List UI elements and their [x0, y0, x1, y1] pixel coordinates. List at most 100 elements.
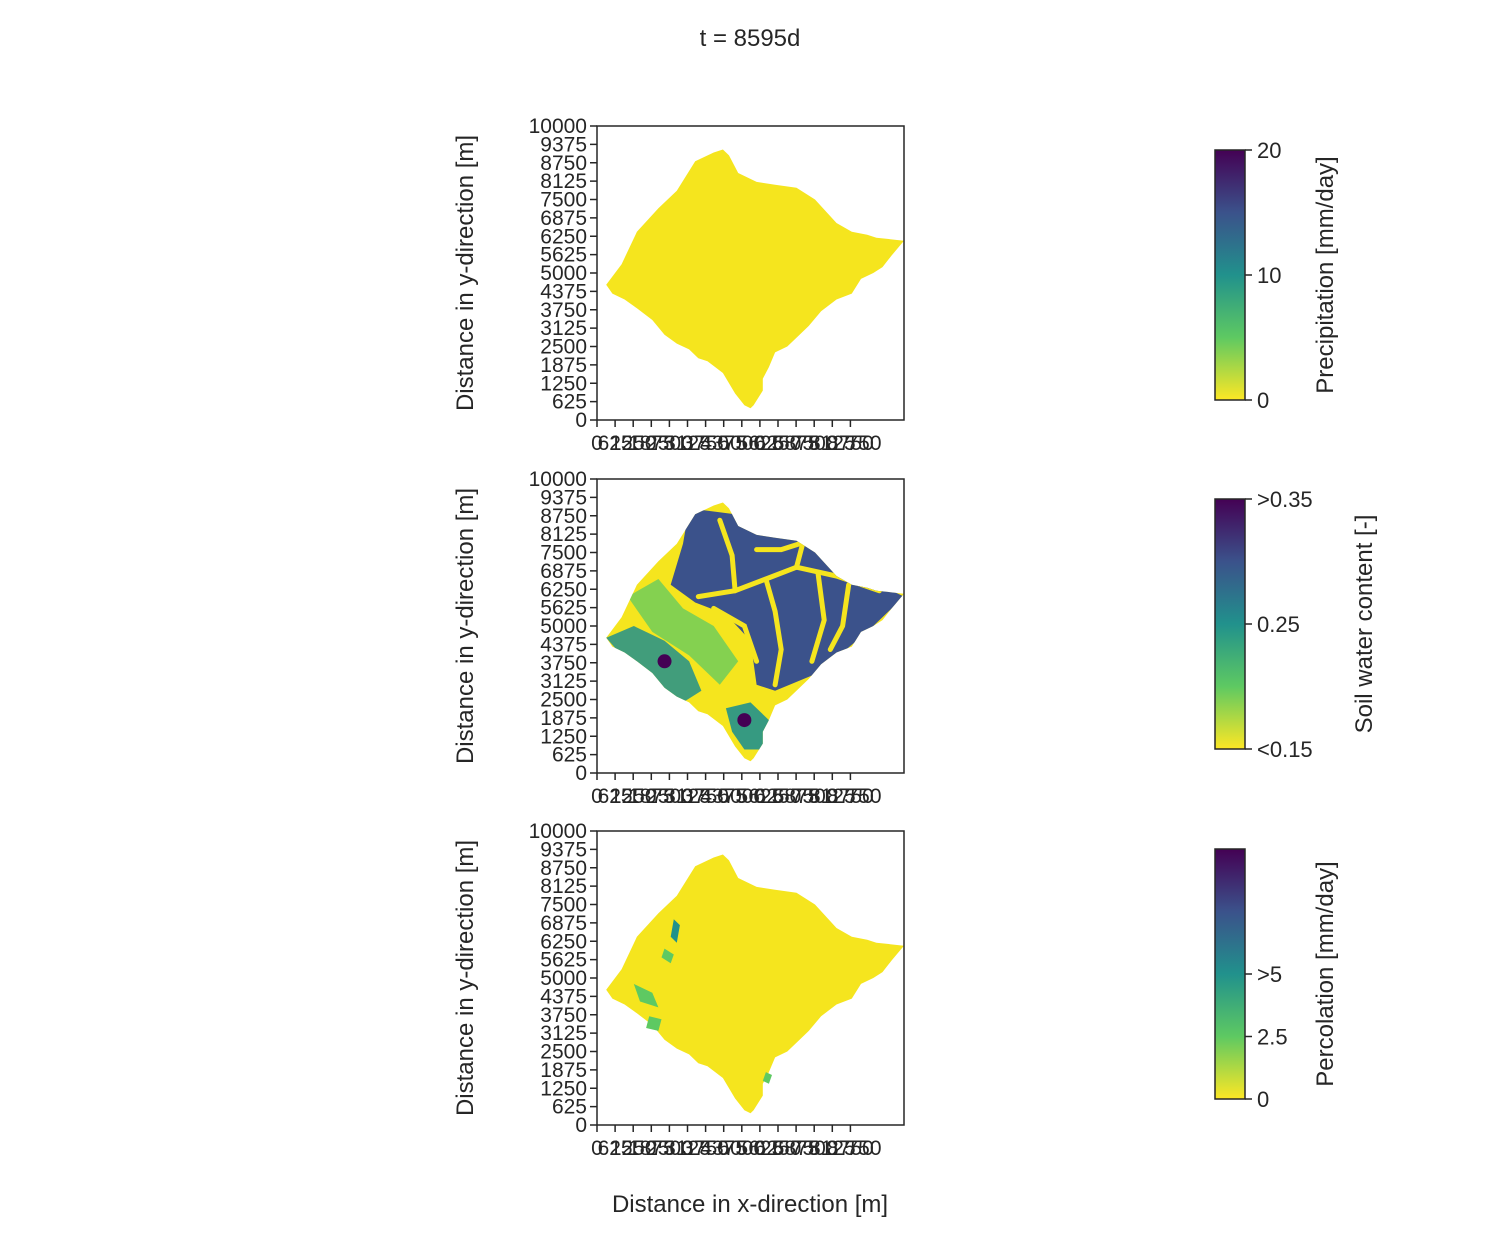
y-tick-label: 1875 — [540, 707, 587, 730]
x-tick-label: 5625 — [737, 1137, 784, 1160]
x-tick-label: 5000 — [718, 1137, 765, 1160]
y-tick-label: 5625 — [540, 597, 587, 620]
x-tick-label: 750 — [846, 432, 881, 455]
y-tick-label: 3125 — [540, 670, 587, 693]
colorbar-tick-label: 2.5 — [1257, 1025, 1288, 1050]
x-tick-label: 2500 — [646, 432, 693, 455]
percolation-patch-2 — [646, 1016, 662, 1031]
catchment-field-percolation — [606, 854, 904, 1114]
colorbar-label: Precipitation [mm/day] — [1312, 156, 1339, 393]
panels: Distance in y-direction [m]0625125018752… — [452, 115, 905, 1160]
colorbar-percolation: >5 2.5 0 Percolation [mm/day] — [1214, 848, 1339, 1112]
x-tick-label: 4375 — [700, 432, 747, 455]
wet-spot-0 — [657, 654, 672, 669]
x-tick-label: 750 — [846, 785, 881, 808]
y-axis-label: Distance in y-direction [m] — [452, 488, 479, 764]
y-tick-label: 8125 — [540, 170, 587, 193]
y-tick-label: 8125 — [540, 523, 587, 546]
y-tick-label: 5000 — [540, 615, 587, 638]
x-tick-label: 625 — [598, 785, 633, 808]
x-tick-label: 6875 — [773, 785, 820, 808]
percolation-patch-3 — [661, 948, 674, 964]
dry-valley-6 — [754, 541, 803, 553]
colorbar-tick-label: 20 — [1257, 138, 1281, 163]
x-tick-label: 3750 — [682, 1137, 729, 1160]
y-tick-label: 6875 — [540, 207, 587, 230]
x-tick-label: 1250 — [610, 785, 657, 808]
y-tick-label: 0 — [575, 1114, 587, 1137]
y-tick-label: 1250 — [540, 372, 587, 395]
y-tick-label: 9375 — [540, 486, 587, 509]
x-tick-label: 8750 — [827, 1137, 874, 1160]
colorbar-soil-water-content: >0.35 0.25 <0.15 Soil water content [-] — [1214, 487, 1378, 762]
x-tick-label: 8125 — [809, 785, 856, 808]
y-tick-label: 7500 — [540, 894, 587, 917]
x-tick-label: 2500 — [646, 785, 693, 808]
colorbar-tick-label: >5 — [1257, 962, 1282, 987]
y-tick-label: 6875 — [540, 912, 587, 935]
y-tick-label: 3750 — [540, 1004, 587, 1027]
x-tick-label: 8750 — [827, 432, 874, 455]
x-tick-label: 1875 — [628, 1137, 675, 1160]
x-tick-label: 3750 — [682, 785, 729, 808]
y-tick-label: 2500 — [540, 1041, 587, 1064]
y-tick-label: 7500 — [540, 189, 587, 212]
y-tick-label: 1250 — [540, 725, 587, 748]
dry-valley-5 — [827, 582, 852, 652]
y-tick-label: 3750 — [540, 299, 587, 322]
y-tick-label: 3750 — [540, 652, 587, 675]
colorbar-tick-label: >0.35 — [1257, 487, 1313, 512]
x-tick-label: 1875 — [628, 785, 675, 808]
y-tick-label: 2500 — [540, 689, 587, 712]
colorbars: 20 10 0 Precipitation [mm/day] >0.35 0.25 <0.1… — [1214, 138, 1378, 1112]
y-tick-label: 1875 — [540, 1059, 587, 1082]
x-tick-label: 3125 — [664, 785, 711, 808]
y-tick-label: 0 — [575, 409, 587, 432]
dry-valley-7 — [711, 605, 760, 664]
y-axis-label: Distance in y-direction [m] — [452, 840, 479, 1116]
x-tick-label: 6250 — [755, 1137, 802, 1160]
x-tick-label: 625 — [598, 432, 633, 455]
y-tick-label: 3125 — [540, 1022, 587, 1045]
x-tick-label: 2500 — [646, 1137, 693, 1160]
x-tick-label: 5000 — [718, 785, 765, 808]
colorbar-tick-label: 0 — [1257, 388, 1269, 413]
y-tick-label: 3125 — [540, 317, 587, 340]
x-tick-label: 5000 — [718, 432, 765, 455]
colorbar-gradient — [1214, 149, 1246, 401]
colorbar-tick-label: 0.25 — [1257, 612, 1300, 637]
percolation-patch-1 — [633, 983, 659, 1008]
y-tick-label: 7500 — [540, 542, 587, 565]
x-tick-label: 3125 — [664, 1137, 711, 1160]
catchment-area — [606, 854, 904, 1114]
panel-percolation: Distance in y-direction [m]0625125018752… — [452, 820, 905, 1160]
x-tick-label: 1250 — [610, 1137, 657, 1160]
y-tick-label: 6875 — [540, 560, 587, 583]
dry-valley-2 — [763, 576, 784, 688]
y-tick-label: 0 — [575, 762, 587, 785]
y-tick-label: 6250 — [540, 225, 587, 248]
colorbar-precipitation: 20 10 0 Precipitation [mm/day] — [1214, 138, 1339, 413]
y-tick-label: 8750 — [540, 152, 587, 175]
y-tick-label: 10000 — [529, 468, 587, 491]
x-tick-label: 750 — [846, 1137, 881, 1160]
y-tick-label: 9375 — [540, 838, 587, 861]
colorbar-label: Soil water content [-] — [1351, 515, 1378, 734]
panel-precipitation: Distance in y-direction [m]0625125018752… — [452, 115, 905, 455]
dry-valley-4 — [809, 570, 827, 664]
x-tick-label: 7500 — [791, 1137, 838, 1160]
catchment-field-soil-water-content — [606, 502, 904, 762]
x-tick-label: 8750 — [827, 785, 874, 808]
x-tick-label: 8125 — [809, 1137, 856, 1160]
y-tick-label: 8125 — [540, 875, 587, 898]
y-tick-label: 6250 — [540, 930, 587, 953]
x-tick-label: 5625 — [737, 432, 784, 455]
y-tick-label: 4375 — [540, 280, 587, 303]
colorbar-label: Percolation [mm/day] — [1312, 861, 1339, 1086]
y-tick-label: 1875 — [540, 354, 587, 377]
x-tick-label: 625 — [598, 1137, 633, 1160]
catchment-area — [606, 149, 904, 409]
x-tick-label: 3750 — [682, 432, 729, 455]
percolation-patch-4 — [762, 1072, 772, 1084]
y-tick-label: 625 — [552, 391, 587, 414]
